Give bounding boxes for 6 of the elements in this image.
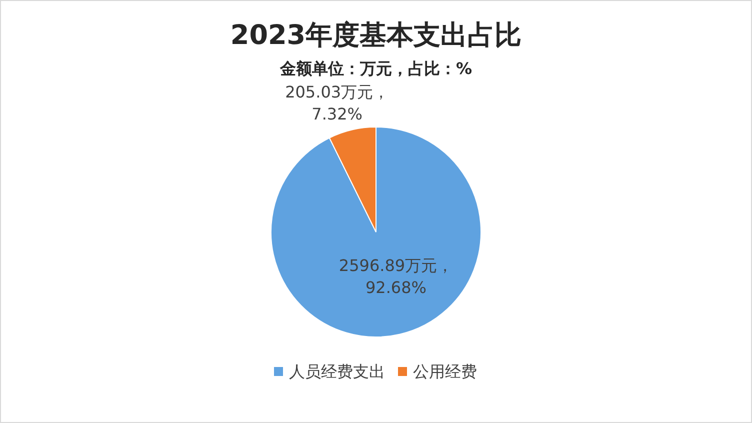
legend-label: 人员经费支出	[289, 362, 385, 381]
chart-subtitle: 金额单位：万元，占比：%	[278, 59, 472, 78]
legend-label: 公用经费	[413, 362, 477, 381]
data-label: 205.03万元， 7.32%	[285, 82, 390, 124]
chart-title: 2023年度基本支出占比	[230, 20, 522, 51]
data-label: 2596.89万元， 92.68%	[338, 256, 454, 297]
